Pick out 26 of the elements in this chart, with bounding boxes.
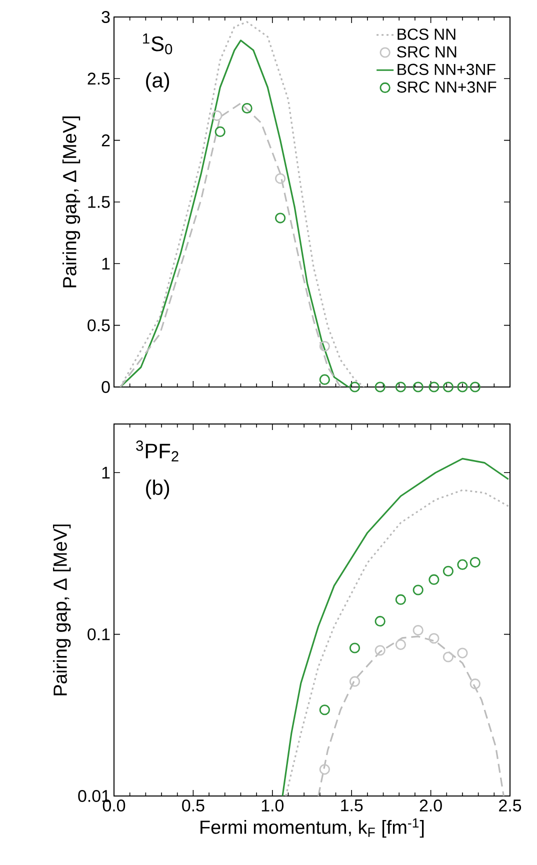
y-axis-title: Pairing gap, Δ [MeV]: [53, 524, 71, 696]
annotation: (a): [146, 72, 170, 92]
x-tick-label: 1.5: [341, 800, 363, 812]
x-axis-title: Fermi momentum, k$_{F}$ [fm$^{-1}$]: [200, 818, 424, 838]
legend-label: SRC NN: [397, 46, 456, 58]
y-tick-label: 1: [102, 466, 110, 478]
y-tick-label: 2.5: [88, 72, 110, 85]
x-tick-label: 2.5: [499, 800, 522, 812]
legend-label: SRC NN+3NF: [397, 81, 496, 93]
annotation: $^{1}$S$_{0}$: [143, 33, 172, 54]
legend-label: BCS NN: [398, 28, 456, 40]
annotation: $^{3}$PF$_{2}$: [136, 440, 178, 462]
y-tick-label: 1: [102, 258, 110, 270]
x-tick-label: 1.0: [262, 800, 284, 812]
y-axis-title: Pairing gap, Δ [MeV]: [62, 116, 80, 288]
y-tick-label: 0: [102, 380, 110, 393]
x-tick-label: 2.0: [420, 800, 442, 812]
x-tick-label: 0.5: [182, 800, 204, 812]
legend-label: BCS NN+3NF: [398, 64, 496, 76]
y-tick-label: 2: [102, 134, 110, 146]
y-tick-label: 0.5: [88, 319, 110, 332]
y-tick-label: 0.01: [78, 790, 110, 802]
y-tick-label: 1.5: [88, 196, 110, 208]
annotation: (b): [146, 480, 170, 500]
y-tick-label: 0.1: [88, 628, 110, 640]
y-tick-label: 3: [102, 10, 110, 23]
